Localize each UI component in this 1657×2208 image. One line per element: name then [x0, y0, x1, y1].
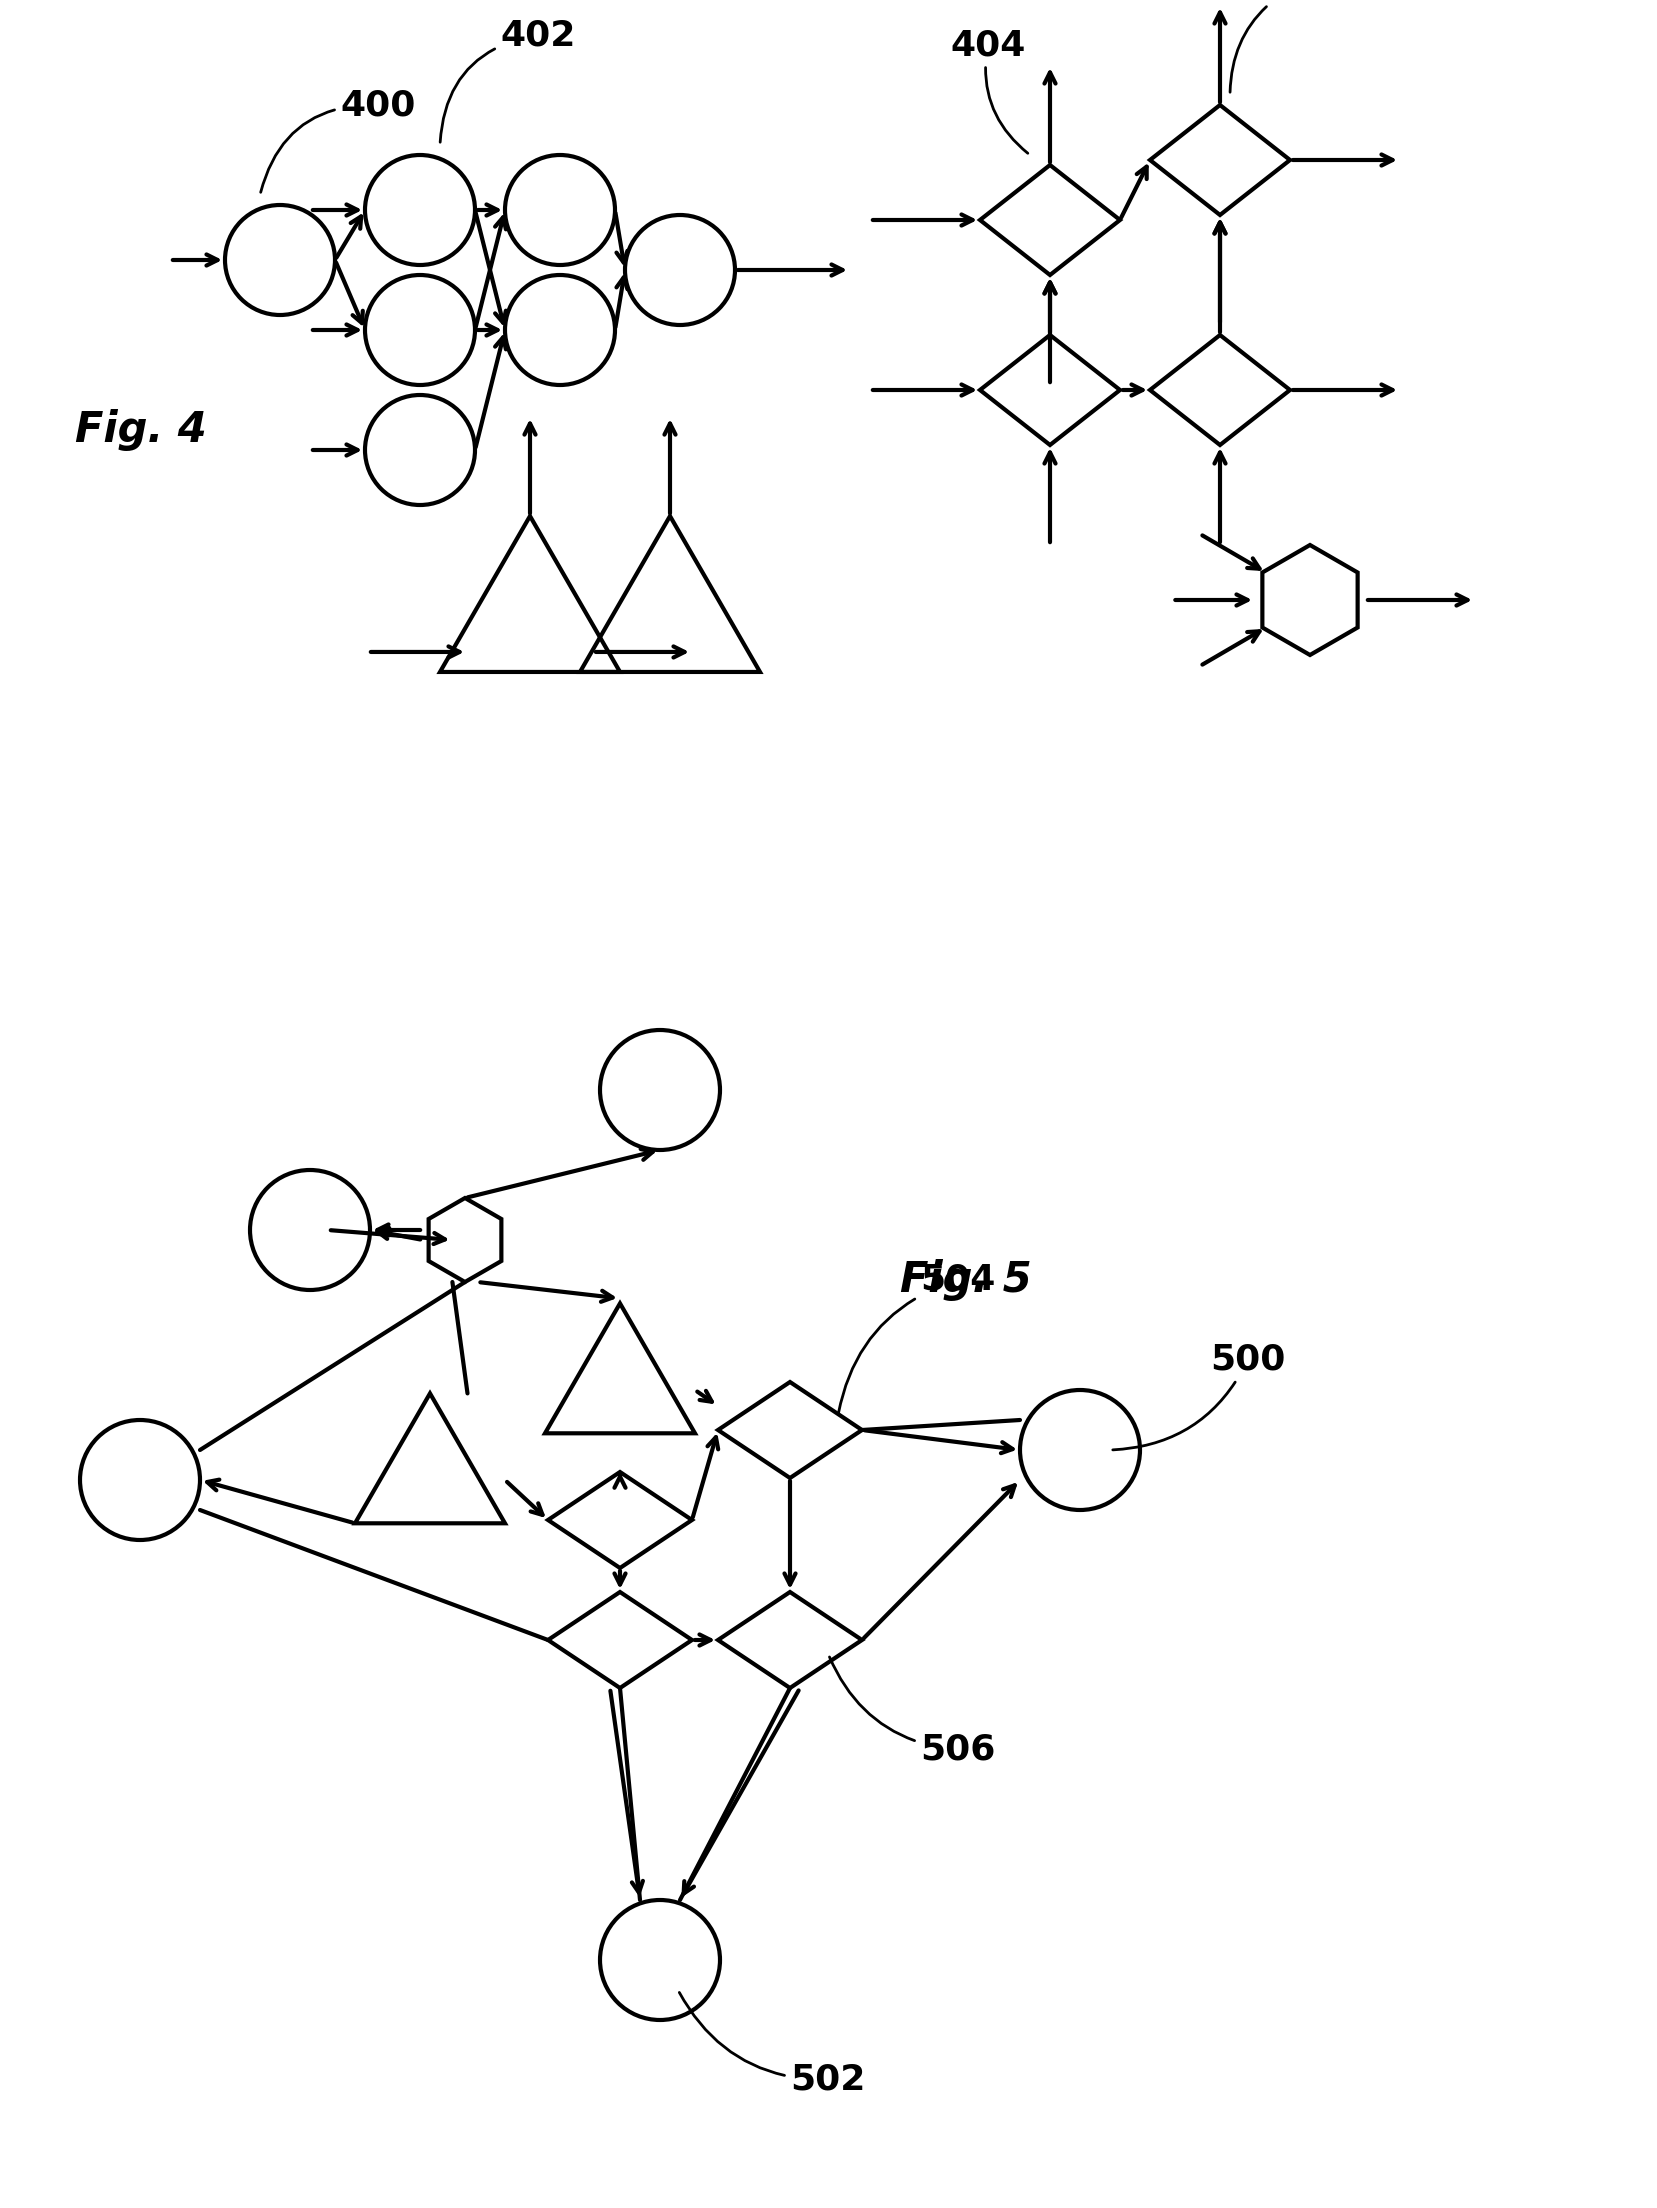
Text: 402: 402: [441, 18, 575, 141]
Text: Fig. 4: Fig. 4: [75, 408, 207, 450]
Text: 400: 400: [260, 88, 416, 192]
Text: 502: 502: [679, 1992, 865, 2098]
Text: 506: 506: [830, 1656, 996, 1766]
Text: 404: 404: [949, 29, 1027, 152]
Text: Fig. 5: Fig. 5: [900, 1259, 1032, 1301]
Text: 406: 406: [1229, 0, 1336, 93]
Text: 504: 504: [838, 1263, 996, 1413]
Text: 500: 500: [1114, 1342, 1286, 1451]
